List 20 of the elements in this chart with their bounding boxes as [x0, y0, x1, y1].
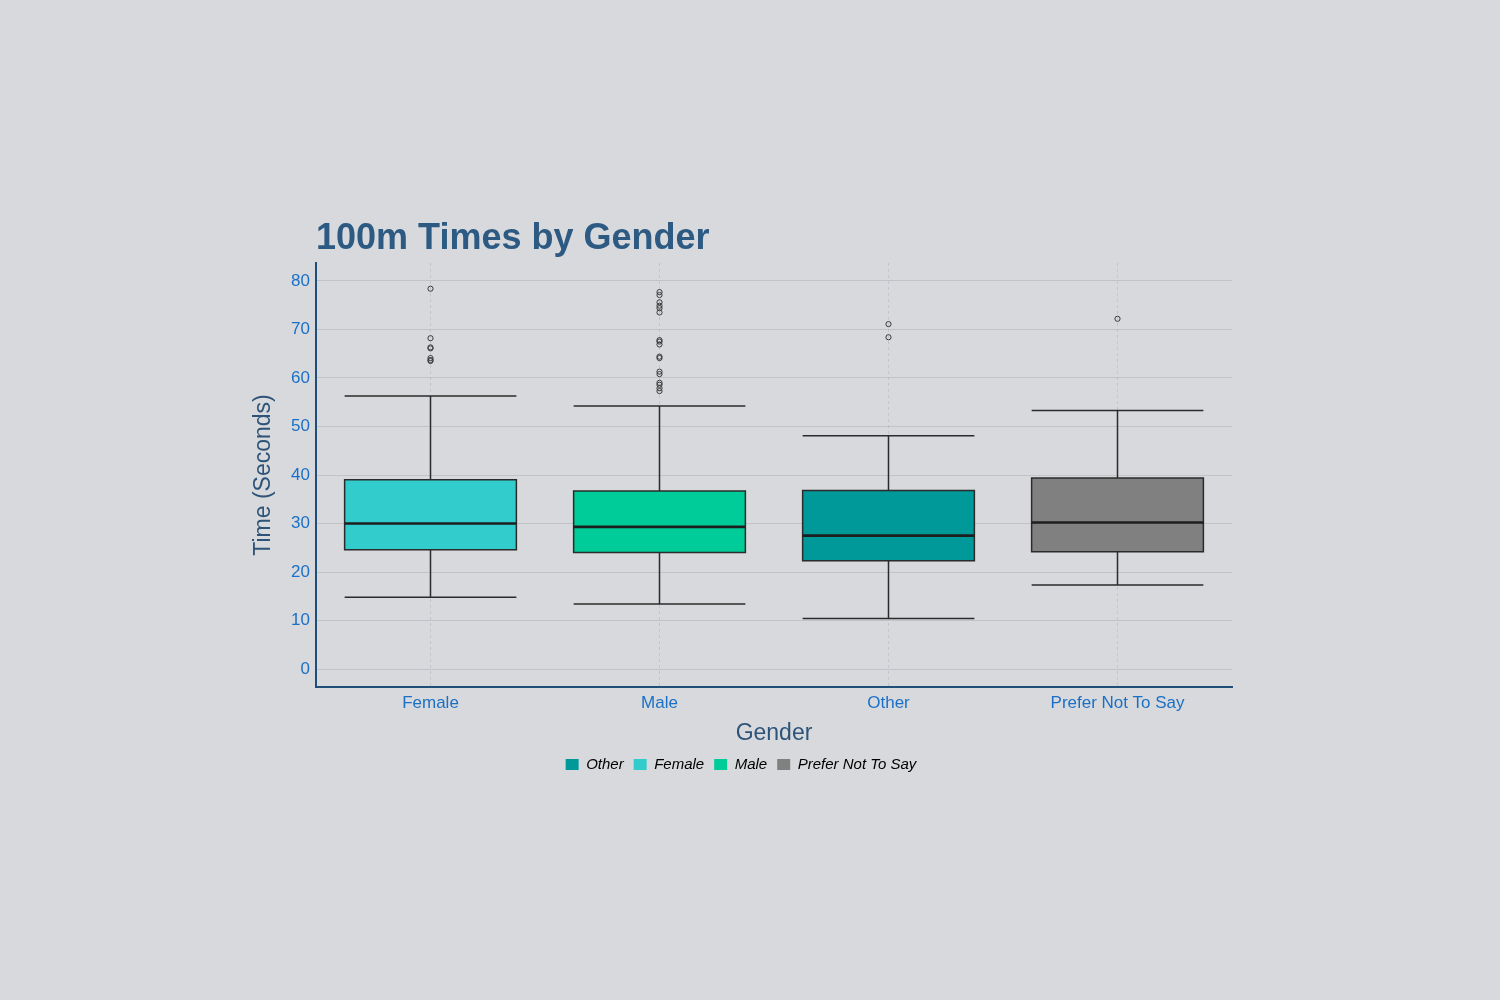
legend-label: Other	[586, 754, 625, 772]
y-tick-label: 20	[291, 561, 310, 581]
legend-label: Male	[734, 754, 768, 772]
legend-label: Female	[654, 754, 705, 772]
y-tick-label: 60	[291, 367, 310, 387]
y-tick-label: 80	[291, 270, 310, 290]
y-tick-label: 70	[291, 319, 310, 339]
x-axis-title: Gender	[735, 718, 813, 745]
x-tick-label: Female	[402, 692, 459, 712]
y-tick-label: 0	[300, 658, 310, 678]
y-axis-title: Time (Seconds)	[249, 394, 276, 556]
legend-label: Prefer Not To Say	[797, 754, 918, 772]
x-tick-label: Other	[867, 692, 911, 712]
y-tick-label: 30	[291, 513, 310, 533]
x-tick-label: Male	[641, 692, 678, 712]
y-tick-label: 10	[291, 610, 310, 630]
chart-title: 100m Times by Gender	[316, 216, 710, 257]
y-tick-label: 40	[291, 464, 310, 484]
y-tick-label: 50	[291, 416, 310, 436]
x-tick-label: Prefer Not To Say	[1050, 692, 1185, 712]
